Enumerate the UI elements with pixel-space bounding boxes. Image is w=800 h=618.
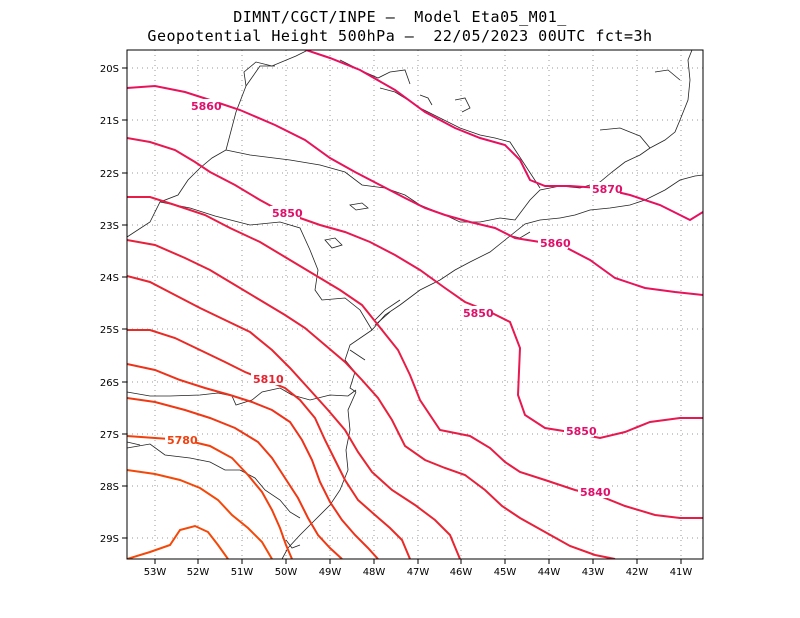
- contour-labels: 5860 5870 5850 5860 5850 5850 5840 5810 …: [165, 99, 623, 499]
- lat-labels: 20S 21S 22S 23S 24S 25S 26S 27S 28S 29S: [100, 64, 119, 545]
- contour-label: 5840: [580, 486, 611, 499]
- lon-tick-label: 42W: [626, 567, 649, 578]
- lon-tick-label: 47W: [407, 567, 430, 578]
- lat-tick-label: 21S: [100, 116, 119, 127]
- chart-title-line2: Geopotential Height 500hPa – 22/05/2023 …: [147, 27, 653, 45]
- contour-5770-south: [127, 524, 229, 559]
- contour-label: 5850: [272, 207, 303, 220]
- lon-tick-label: 51W: [231, 567, 254, 578]
- height-contours: [127, 50, 703, 559]
- contour-label: 5780: [167, 434, 198, 447]
- lon-tick-label: 43W: [582, 567, 605, 578]
- contour-label: 5850: [463, 307, 494, 320]
- contour-label: 5850: [566, 425, 597, 438]
- contour-5830: [127, 239, 616, 559]
- lon-labels: 53W 52W 51W 50W 49W 48W 47W 46W 45W 44W …: [144, 567, 693, 578]
- lon-tick-label: 52W: [187, 567, 210, 578]
- lat-tick-label: 24S: [100, 273, 119, 284]
- lon-tick-label: 46W: [450, 567, 473, 578]
- lon-tick-label: 45W: [494, 567, 517, 578]
- contour-5770: [127, 469, 273, 559]
- contour-5860: [127, 84, 703, 296]
- lon-tick-label: 53W: [144, 567, 167, 578]
- lat-tick-label: 27S: [100, 430, 119, 441]
- lon-tick-label: 50W: [275, 567, 298, 578]
- contour-label: 5860: [191, 100, 222, 113]
- lat-lon-gridlines: [127, 50, 703, 559]
- contour-label: 5810: [253, 373, 284, 386]
- contour-5870: [302, 50, 703, 222]
- chart-title-line1: DIMNT/CGCT/INPE – Model Eta05_M01_: [233, 8, 567, 26]
- contour-label: 5870: [592, 183, 623, 196]
- state-borders: [127, 50, 703, 559]
- contour-5810: [127, 329, 411, 559]
- lat-tick-label: 29S: [100, 534, 119, 545]
- lat-tick-label: 26S: [100, 378, 119, 389]
- lat-tick-label: 20S: [100, 64, 119, 75]
- lat-tick-label: 25S: [100, 325, 119, 336]
- axis-ticks: [122, 67, 682, 564]
- contour-5790: [127, 397, 343, 559]
- map-frame: [126, 49, 704, 560]
- contour-label: 5860: [540, 237, 571, 250]
- lat-tick-label: 23S: [100, 221, 119, 232]
- lon-tick-label: 41W: [670, 567, 693, 578]
- lat-tick-label: 28S: [100, 482, 119, 493]
- contour-5820: [127, 275, 461, 559]
- contour-5780: [127, 435, 293, 559]
- lon-tick-label: 44W: [538, 567, 561, 578]
- lat-tick-label: 22S: [100, 169, 119, 180]
- lon-tick-label: 48W: [363, 567, 386, 578]
- lon-tick-label: 49W: [319, 567, 342, 578]
- contour-5800: [127, 363, 379, 559]
